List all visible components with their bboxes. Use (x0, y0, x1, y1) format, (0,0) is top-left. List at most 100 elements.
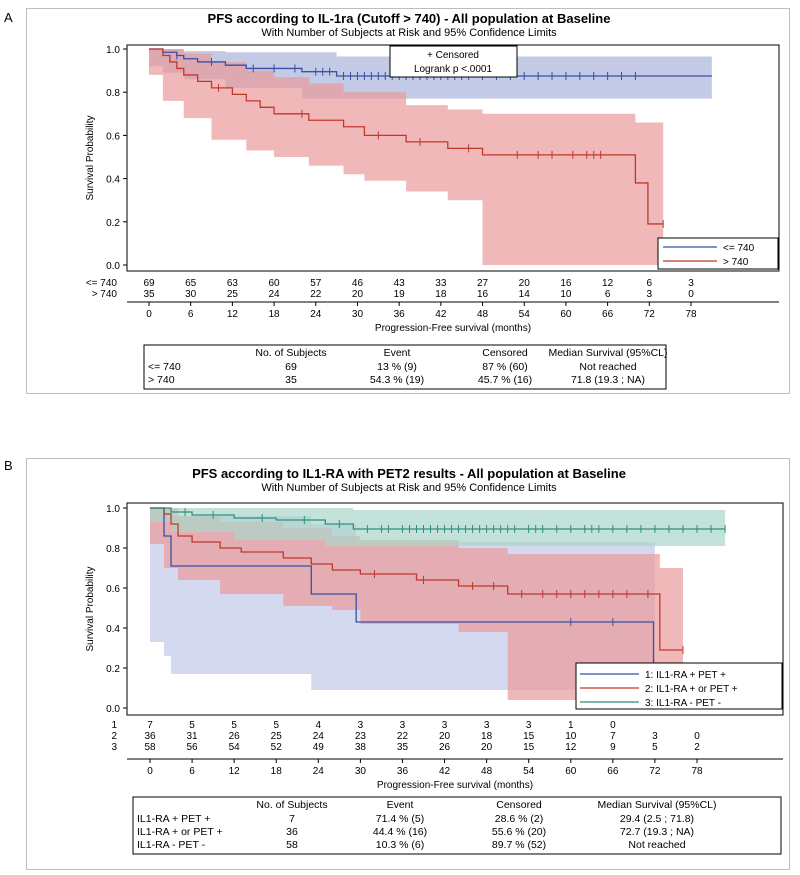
risk-row-label: 2 (111, 731, 117, 742)
risk-value: 10 (560, 289, 572, 300)
risk-value: 60 (269, 278, 281, 289)
risk-value: 9 (610, 742, 616, 753)
panel-a-chart: PFS according to IL-1ra (Cutoff > 740) -… (26, 8, 790, 394)
x-tick-label: 48 (477, 309, 489, 320)
risk-value: 23 (355, 731, 367, 742)
risk-row-label: 1 (111, 720, 117, 731)
x-tick-label: 60 (565, 766, 577, 777)
x-tick-label: 42 (435, 309, 447, 320)
y-tick-label: 1.0 (106, 504, 120, 515)
summary-cell: 28.6 % (2) (495, 813, 543, 825)
risk-value: 16 (560, 278, 572, 289)
risk-value: 22 (397, 731, 409, 742)
risk-value: 46 (352, 278, 364, 289)
x-axis-label: Progression-Free survival (months) (377, 780, 533, 791)
x-tick-label: 72 (649, 766, 661, 777)
series-legend-box (657, 237, 779, 270)
summary-header: Event (384, 347, 411, 359)
summary-header: No. of Subjects (255, 347, 326, 359)
summary-cell: 35 (285, 374, 297, 386)
risk-value: 7 (147, 720, 153, 731)
risk-value: 6 (605, 289, 611, 300)
risk-value: 26 (229, 731, 241, 742)
plot-area-frame (126, 502, 784, 716)
km-plot-a: PFS according to IL-1ra (Cutoff > 740) -… (85, 11, 780, 390)
y-tick-label: 0.8 (106, 544, 120, 555)
risk-value: 14 (519, 289, 531, 300)
risk-value: 33 (435, 278, 447, 289)
km-plot-b: PFS according to IL1-RA with PET2 result… (85, 466, 784, 855)
risk-value: 24 (313, 731, 325, 742)
y-tick-label: 0.2 (106, 664, 120, 675)
summary-cell: 7 (289, 813, 295, 825)
risk-value: 16 (477, 289, 489, 300)
x-tick-label: 18 (271, 766, 283, 777)
x-tick-label: 24 (313, 766, 325, 777)
summary-cell: 69 (285, 361, 297, 373)
risk-value: 52 (271, 742, 283, 753)
risk-value: 26 (439, 742, 451, 753)
risk-row-label: <= 740 (86, 278, 118, 289)
risk-value: 2 (694, 742, 700, 753)
survival-curve (150, 507, 655, 708)
risk-value: 0 (610, 720, 616, 731)
x-tick-label: 6 (188, 309, 194, 320)
risk-value: 4 (316, 720, 322, 731)
summary-cell: <= 740 (148, 361, 181, 373)
legend-label: 3: IL1-RA - PET - (645, 698, 721, 709)
y-tick-label: 0.0 (106, 261, 120, 272)
summary-cell: 54.3 % (19) (370, 374, 424, 386)
logrank-label: Logrank p <.0001 (414, 64, 493, 75)
summary-cell: 55.6 % (20) (492, 826, 546, 838)
x-tick-label: 6 (189, 766, 195, 777)
summary-header: No. of Subjects (256, 799, 327, 811)
risk-value: 30 (185, 289, 197, 300)
summary-cell: 87 % (60) (482, 361, 528, 373)
risk-value: 49 (313, 742, 325, 753)
summary-header: Censored (482, 347, 528, 359)
risk-value: 5 (652, 742, 658, 753)
risk-value: 36 (144, 731, 156, 742)
risk-value: 1 (568, 720, 574, 731)
summary-header: Median Survival (95%CL) (548, 347, 667, 359)
y-tick-label: 0.0 (106, 704, 120, 715)
risk-value: 18 (481, 731, 493, 742)
summary-header: Median Survival (95%CL) (597, 799, 716, 811)
summary-cell: 71.8 (19.3 ; NA) (571, 374, 645, 386)
x-tick-label: 54 (519, 309, 531, 320)
y-tick-label: 0.4 (106, 175, 120, 186)
risk-value: 18 (435, 289, 447, 300)
risk-value: 27 (477, 278, 489, 289)
x-tick-label: 42 (439, 766, 451, 777)
x-tick-label: 30 (352, 309, 364, 320)
risk-value: 3 (652, 731, 658, 742)
legend-label: 1: IL1-RA + PET + (645, 670, 726, 681)
summary-cell: 44.4 % (16) (373, 826, 427, 838)
risk-value: 12 (602, 278, 614, 289)
risk-value: 3 (647, 289, 653, 300)
risk-value: 22 (310, 289, 322, 300)
risk-value: 65 (185, 278, 197, 289)
risk-value: 5 (231, 720, 237, 731)
legend-label: > 740 (723, 257, 749, 268)
x-tick-label: 24 (310, 309, 322, 320)
survival-curve (150, 507, 726, 530)
survival-curve (149, 48, 664, 225)
summary-cell: 29.4 (2.5 ; 71.8) (620, 813, 694, 825)
y-axis-label: Survival Probability (85, 115, 96, 200)
risk-value: 69 (143, 278, 155, 289)
risk-value: 35 (397, 742, 409, 753)
risk-value: 3 (526, 720, 532, 731)
panel-b-letter: B (4, 458, 13, 473)
panel-a-letter: A (4, 10, 13, 25)
risk-row-label: > 740 (92, 289, 118, 300)
risk-value: 3 (484, 720, 490, 731)
summary-cell: 45.7 % (16) (478, 374, 532, 386)
summary-cell: 36 (286, 826, 298, 838)
risk-value: 10 (565, 731, 577, 742)
y-tick-label: 0.6 (106, 131, 120, 142)
x-tick-label: 78 (691, 766, 703, 777)
summary-cell: 72.7 (19.3 ; NA) (620, 826, 694, 838)
risk-value: 20 (352, 289, 364, 300)
risk-value: 31 (187, 731, 199, 742)
